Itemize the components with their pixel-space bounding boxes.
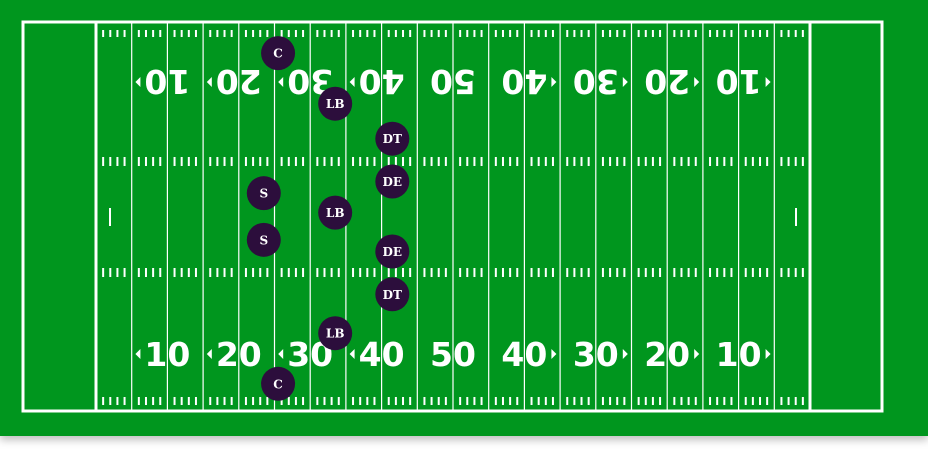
yard-number-bottom: 20 [216, 335, 262, 374]
player-circle [318, 86, 353, 121]
player-circle [261, 366, 296, 401]
player-marker[interactable]: LB [318, 195, 353, 230]
direction-arrow-bottom [551, 349, 557, 359]
player-circle [375, 277, 410, 312]
player-marker[interactable]: S [246, 222, 281, 257]
yard-number-top: 20 [216, 62, 262, 101]
player-circle [375, 234, 410, 269]
player-marker[interactable]: C [261, 366, 296, 401]
yard-number-top: 10 [716, 62, 762, 101]
player-marker[interactable]: C [261, 36, 296, 71]
direction-arrow-bottom [206, 349, 212, 359]
yard-number-top: 40 [501, 62, 547, 101]
yard-number-bottom: 10 [144, 335, 190, 374]
player-label: LB [326, 97, 345, 111]
player-label: DE [383, 175, 403, 189]
direction-arrow-bottom [694, 349, 700, 359]
direction-arrow-bottom [622, 349, 628, 359]
direction-arrow-bottom [349, 349, 355, 359]
direction-arrow-top [135, 77, 141, 87]
player-marker[interactable]: LB [318, 86, 353, 121]
player-label: C [273, 47, 283, 61]
yard-number-bottom: 40 [501, 335, 547, 374]
player-label: LB [326, 206, 345, 220]
yard-number-top: 50 [430, 62, 476, 101]
direction-arrow-top [349, 77, 355, 87]
player-label: DT [383, 132, 402, 146]
player-marker[interactable]: DT [375, 277, 410, 312]
players: C LB DT DE S LB S DE DT LB C [246, 36, 410, 401]
direction-arrow-top [278, 77, 284, 87]
direction-arrow-bottom [278, 349, 284, 359]
yard-number-bottom: 10 [716, 335, 762, 374]
player-marker[interactable]: DE [375, 234, 410, 269]
player-circle [318, 316, 353, 351]
player-circle [246, 222, 281, 257]
direction-arrow-top [206, 77, 212, 87]
football-field: 10 10 20 20 30 30 40 40 50 50 40 40 30 30 20 20 10 10 C LB… [0, 0, 928, 436]
yard-number-bottom: 40 [359, 335, 405, 374]
yard-number-bottom: 50 [430, 335, 476, 374]
direction-arrow-top [765, 77, 771, 87]
field-lines [21, 20, 884, 413]
direction-arrow-bottom [135, 349, 141, 359]
yard-number-top: 40 [359, 62, 405, 101]
player-circle [375, 164, 410, 199]
yard-number-bottom: 30 [573, 335, 619, 374]
player-label: C [273, 377, 283, 391]
player-circle [246, 176, 281, 211]
direction-arrow-top [551, 77, 557, 87]
player-marker[interactable]: LB [318, 316, 353, 351]
player-label: LB [326, 327, 345, 341]
player-label: S [259, 233, 268, 247]
player-label: DE [383, 245, 403, 259]
yard-number-top: 30 [573, 62, 619, 101]
player-label: DT [383, 288, 402, 302]
player-circle [375, 121, 410, 156]
player-circle [261, 36, 296, 71]
yard-number-top: 20 [644, 62, 690, 101]
player-marker[interactable]: DT [375, 121, 410, 156]
yard-number-bottom: 20 [644, 335, 690, 374]
direction-arrow-bottom [765, 349, 771, 359]
player-label: S [259, 187, 268, 201]
yard-number-top: 10 [144, 62, 190, 101]
grass-background [0, 0, 928, 436]
player-circle [318, 195, 353, 230]
player-marker[interactable]: S [246, 176, 281, 211]
player-marker[interactable]: DE [375, 164, 410, 199]
direction-arrow-top [622, 77, 628, 87]
direction-arrow-top [694, 77, 700, 87]
